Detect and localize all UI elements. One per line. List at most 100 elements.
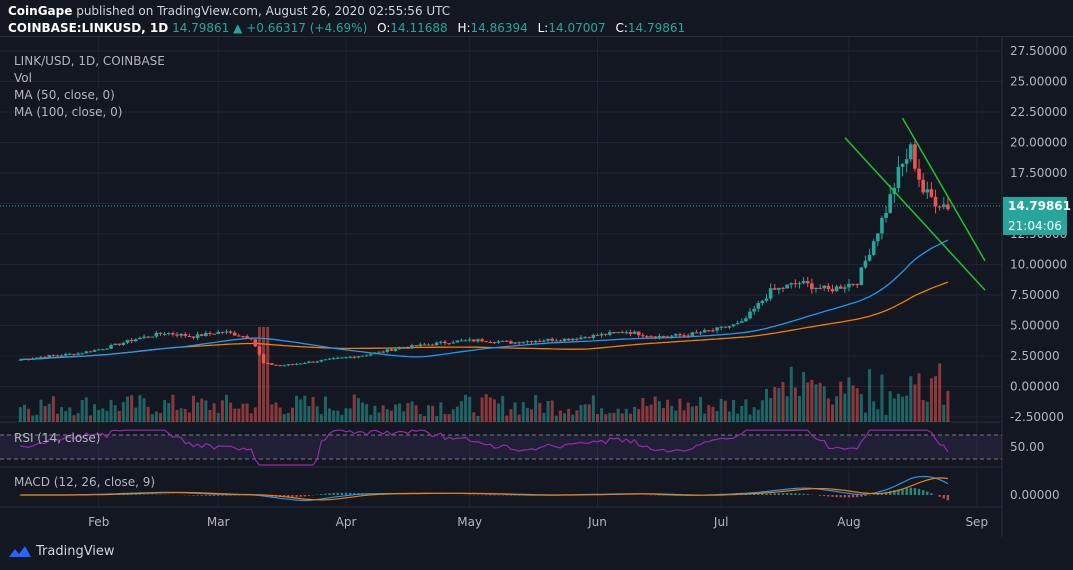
volume-bar	[130, 395, 134, 422]
legend-ma50: MA (50, close, 0)	[14, 88, 115, 102]
volume-bar	[835, 396, 839, 422]
volume-bar	[121, 402, 125, 422]
candle-body	[756, 303, 761, 309]
candle-body	[570, 338, 575, 341]
candle-body	[735, 322, 740, 325]
volume-bar	[443, 413, 447, 422]
volume-bar	[435, 415, 439, 422]
volume-bar	[814, 384, 818, 422]
macd-histogram-bar	[332, 492, 335, 495]
candle-body	[880, 217, 884, 234]
volume-bar	[521, 402, 525, 422]
last-price-badge	[1003, 196, 1067, 235]
volume-bar	[620, 413, 624, 422]
volume-bar	[336, 410, 340, 422]
volume-bar	[274, 402, 278, 422]
legend-macd: MACD (12, 26, close, 9)	[14, 475, 156, 489]
candle-body	[764, 298, 769, 301]
candle-body	[645, 335, 649, 337]
candle-body	[843, 287, 847, 289]
candle-body	[195, 334, 200, 338]
time-axis-label: Feb	[88, 515, 109, 529]
candle-body	[876, 233, 880, 242]
macd-histogram-bar	[752, 494, 756, 495]
volume-bar	[76, 413, 80, 422]
candle-body	[653, 336, 658, 339]
candle-body	[360, 355, 365, 357]
volume-bar	[472, 412, 476, 422]
volume-bar	[534, 395, 538, 422]
candle-body	[352, 356, 357, 358]
candle-body	[830, 289, 835, 292]
candle-body	[500, 340, 505, 342]
macd-histogram-bar	[942, 495, 945, 499]
volume-bar	[666, 399, 670, 422]
countdown-value: 21:04:06	[1008, 219, 1062, 233]
volume-bar	[925, 401, 929, 422]
candle-body	[166, 333, 171, 335]
candle-body	[818, 287, 822, 289]
volume-bar	[414, 405, 418, 422]
candle-body	[752, 308, 756, 312]
candle-body	[476, 339, 480, 342]
candle-body	[715, 327, 719, 331]
volume-bar	[113, 405, 117, 422]
candle-body	[397, 347, 402, 350]
macd-histogram-bar	[765, 493, 768, 495]
volume-bar	[208, 409, 212, 422]
candle-body	[88, 351, 93, 353]
volume-bar	[422, 415, 426, 422]
candle-body	[389, 349, 394, 351]
volume-bar	[563, 413, 567, 422]
volume-bar	[785, 396, 789, 422]
high-value: 14.86394	[470, 21, 528, 35]
candle-body	[513, 342, 517, 344]
candle-body	[187, 335, 192, 337]
volume-bar	[18, 407, 22, 422]
volume-bar	[715, 411, 719, 422]
candle-body	[142, 336, 146, 338]
volume-bar	[579, 405, 583, 422]
volume-bar	[587, 404, 591, 422]
chart-area[interactable]: 27.50000 25.00000 22.50000 20.00000 17.50000…	[0, 36, 1073, 537]
volume-bar	[732, 399, 736, 422]
candle-body	[636, 331, 641, 336]
volume-bar	[818, 382, 822, 422]
candle-body	[113, 343, 117, 346]
volume-bar	[179, 408, 183, 422]
macd-histogram-bar	[893, 490, 896, 495]
volume-bar	[80, 399, 84, 422]
candle-body	[220, 331, 225, 333]
volume-bar	[661, 408, 665, 422]
volume-bar	[859, 394, 863, 422]
macd-histogram-bar	[748, 494, 752, 495]
macd-histogram-bar	[843, 495, 847, 498]
candle-body	[694, 332, 699, 334]
trendline-upper	[901, 117, 986, 262]
volume-bar	[896, 393, 900, 422]
volume-bar	[649, 404, 653, 422]
candle-body	[381, 351, 385, 353]
volume-bar	[84, 397, 88, 422]
macd-histogram-bar	[142, 494, 146, 495]
chart-svg[interactable]: 27.50000 25.00000 22.50000 20.00000 17.50000…	[0, 37, 1073, 537]
candle-body	[480, 339, 484, 342]
candle-body	[249, 338, 254, 340]
candle-body	[612, 332, 616, 334]
rsi-line	[20, 429, 949, 466]
macd-histogram-bar	[204, 495, 208, 496]
candle-body	[204, 332, 208, 337]
candle-body	[871, 241, 876, 255]
candle-body	[768, 288, 773, 299]
volume-bar	[727, 411, 731, 422]
volume-bar	[459, 401, 463, 422]
close-label: C:	[615, 21, 628, 35]
macd-histogram-bar	[19, 495, 22, 496]
candle-body	[265, 363, 270, 365]
candle-body	[307, 361, 311, 364]
price-axis-label: 27.50000	[1010, 44, 1067, 58]
macd-histogram-bar	[901, 488, 904, 495]
volume-bar	[394, 404, 398, 422]
macd-histogram-bar	[324, 493, 327, 495]
volume-bar	[55, 413, 59, 422]
